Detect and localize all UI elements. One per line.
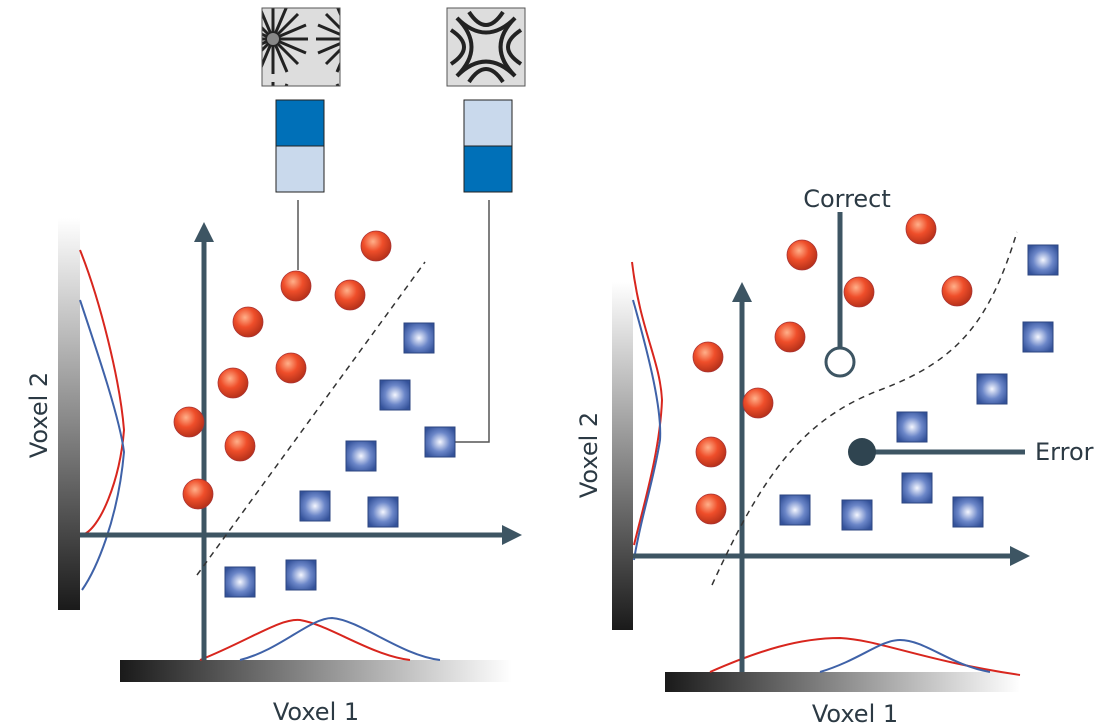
distribution xyxy=(631,261,664,546)
pattern-bar xyxy=(463,145,513,193)
distribution xyxy=(79,249,126,536)
correct-test-point xyxy=(824,346,856,378)
data-point xyxy=(843,276,875,308)
data-point xyxy=(896,411,928,443)
data-point xyxy=(367,496,399,528)
distribution xyxy=(199,618,411,661)
data-point xyxy=(905,213,937,245)
data-point xyxy=(941,275,973,307)
pattern-bar xyxy=(275,99,325,147)
distribution xyxy=(709,636,1021,676)
data-point xyxy=(779,494,811,526)
data-point xyxy=(742,387,774,419)
voxel2-gradient xyxy=(58,218,80,610)
data-point xyxy=(299,490,331,522)
data-point xyxy=(786,239,818,271)
class-b-points xyxy=(224,322,456,598)
data-point xyxy=(360,230,392,262)
data-point xyxy=(952,496,984,528)
x-axis-label: Voxel 1 xyxy=(273,698,359,726)
data-point xyxy=(695,493,727,525)
data-point xyxy=(1027,244,1059,276)
data-point xyxy=(217,367,249,399)
class-b-points xyxy=(779,244,1059,531)
voxel1-gradient xyxy=(120,660,512,682)
distribution xyxy=(239,616,441,661)
distribution xyxy=(632,299,662,561)
pattern-bar xyxy=(463,99,513,147)
x-axis-label: Voxel 1 xyxy=(812,700,898,727)
data-point xyxy=(224,430,256,462)
pattern-bar xyxy=(275,145,325,193)
data-point xyxy=(275,352,307,384)
data-point xyxy=(774,321,806,353)
error-label: Error xyxy=(1035,438,1094,466)
y-axis-label: Voxel 2 xyxy=(25,372,53,458)
data-point xyxy=(379,379,411,411)
correct-label: Correct xyxy=(803,185,891,213)
data-point xyxy=(976,373,1008,405)
y-axis-label: Voxel 2 xyxy=(575,412,603,498)
data-point xyxy=(224,566,256,598)
distribution xyxy=(819,638,991,673)
data-point xyxy=(280,270,312,302)
data-point xyxy=(182,478,214,510)
connector xyxy=(455,200,490,443)
data-point xyxy=(232,306,264,338)
data-point xyxy=(173,406,205,438)
data-point xyxy=(345,440,377,472)
data-point xyxy=(692,341,724,373)
right-panel: Correct Error Voxel 2 Voxel 1 xyxy=(575,185,1094,727)
stimulus-hyperbolic xyxy=(446,7,526,87)
stimulus-radial xyxy=(261,7,341,87)
data-point xyxy=(695,436,727,468)
data-point xyxy=(403,322,435,354)
left-panel: Voxel 2 Voxel 1 xyxy=(25,7,526,726)
data-point xyxy=(334,279,366,311)
data-point xyxy=(841,499,873,531)
distribution xyxy=(79,299,126,591)
data-point xyxy=(1022,321,1054,353)
voxel2-gradient xyxy=(612,282,633,630)
data-point xyxy=(901,472,933,504)
decision-boundary xyxy=(711,231,1018,586)
data-point xyxy=(285,559,317,591)
data-point xyxy=(424,426,456,458)
decision-boundary xyxy=(196,261,426,576)
voxel1-gradient xyxy=(665,672,1020,692)
error-test-point xyxy=(848,438,876,466)
